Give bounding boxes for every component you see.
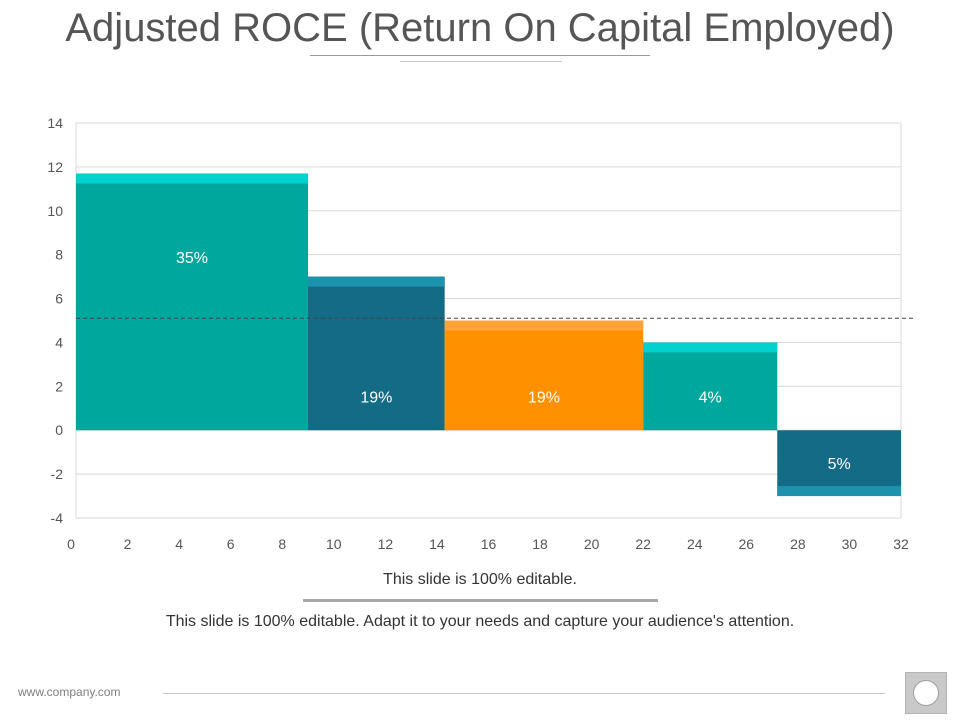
bar-3: [444, 320, 644, 431]
y-tick-label: 4: [55, 334, 63, 350]
chart-caption: This slide is 100% editable.: [383, 571, 577, 588]
x-tick-label: 22: [635, 536, 651, 552]
bar-data-label: 35%: [176, 250, 208, 267]
y-tick-label: 14: [47, 115, 63, 131]
x-tick-label: 20: [584, 536, 600, 552]
slide-subcaption: This slide is 100% editable. Adapt it to…: [165, 613, 795, 630]
bar-4: [643, 342, 778, 431]
y-tick-label: 6: [55, 291, 63, 307]
bar-data-label: 5%: [828, 456, 851, 473]
title-underline: [310, 55, 650, 56]
y-tick-label: -2: [51, 466, 64, 482]
x-tick-label: 4: [175, 536, 183, 552]
x-tick-label: 12: [378, 536, 394, 552]
x-tick-label: 14: [429, 536, 445, 552]
x-tick-label: 18: [532, 536, 548, 552]
bar-data-label: 4%: [699, 389, 722, 406]
y-tick-label: 10: [47, 203, 63, 219]
x-tick-label: 30: [842, 536, 858, 552]
bar-cap-1: [76, 173, 309, 184]
bar-data-label: 19%: [360, 389, 392, 406]
page-title: Adjusted ROCE (Return On Capital Employe…: [65, 6, 895, 50]
x-tick-label: 0: [67, 536, 75, 552]
footer-divider: [163, 693, 885, 694]
bar-cap-4: [643, 342, 778, 353]
x-tick-label: 8: [278, 536, 286, 552]
footer-url: www.company.com: [18, 685, 121, 699]
circle-logo-icon: [913, 680, 939, 706]
x-tick-label: 24: [687, 536, 703, 552]
y-tick-label: 2: [55, 378, 63, 394]
bar-2: [308, 276, 445, 431]
x-tick-label: 26: [739, 536, 755, 552]
x-tick-label: 32: [893, 536, 909, 552]
y-tick-label: 8: [55, 247, 63, 263]
bar-5: [777, 430, 901, 497]
bar-1: [76, 173, 309, 431]
x-tick-label: 28: [790, 536, 806, 552]
y-tick-label: 0: [55, 422, 63, 438]
x-tick-label: 2: [124, 536, 132, 552]
title-underline-secondary: [400, 61, 562, 62]
x-tick-label: 10: [326, 536, 342, 552]
bar-cap-5: [777, 486, 901, 497]
y-tick-label: 12: [47, 159, 63, 175]
footer-logo: [905, 672, 947, 714]
bar-data-label: 19%: [528, 389, 560, 406]
caption-underline: [303, 599, 658, 602]
y-tick-label: -4: [51, 510, 64, 526]
x-tick-label: 6: [227, 536, 235, 552]
x-tick-label: 16: [481, 536, 497, 552]
bar-cap-3: [444, 320, 644, 331]
bar-cap-2: [308, 276, 445, 287]
